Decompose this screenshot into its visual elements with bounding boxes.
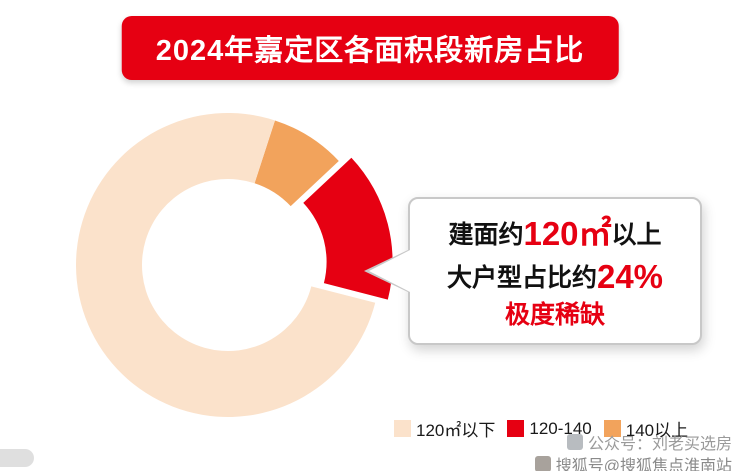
callout-line1-highlight: 120㎡ — [523, 215, 612, 252]
legend-swatch-peach-icon — [394, 420, 411, 437]
legend-item-over-140: 140以上 — [603, 416, 689, 441]
callout-line2-prefix: 大户型占比约 — [446, 263, 597, 292]
title-banner: 2024年嘉定区各面积段新房占比 — [121, 16, 619, 80]
pie-slice — [75, 113, 376, 418]
callout-line-2: 大户型占比约24% — [418, 256, 692, 299]
sohu-badge-icon — [534, 456, 551, 471]
scrollbar-fragment — [0, 449, 34, 467]
legend-item-120-140: 120-140 — [507, 418, 592, 439]
callout-line2-highlight: 24% — [596, 257, 664, 295]
callout-tail-fill — [369, 249, 412, 294]
wechat-badge-icon — [566, 434, 583, 450]
legend-item-under-120: 120㎡以下 — [394, 416, 495, 441]
watermark-sohu-text: 搜狐号@搜狐焦点淮南站 — [555, 458, 732, 471]
callout-box: 建面约120㎡以上 大户型占比约24% 极度稀缺 — [364, 197, 702, 346]
chart-legend: 120㎡以下 120-140 140以上 — [394, 416, 688, 441]
page-title: 2024年嘉定区各面积段新房占比 — [155, 35, 585, 67]
watermark-wechat-text: 公众号：刘老买选房 — [587, 436, 732, 453]
legend-label: 120-140 — [529, 418, 592, 438]
watermark-sohu: 搜狐号@搜狐焦点淮南站 — [534, 452, 732, 471]
callout-line1-prefix: 建面约 — [448, 221, 524, 249]
donut-chart — [75, 113, 393, 418]
legend-swatch-red-icon — [507, 420, 525, 437]
legend-label: 120㎡以下 — [416, 421, 496, 440]
legend-label: 140以上 — [625, 421, 689, 440]
callout-line1-suffix: 以上 — [611, 221, 662, 249]
legend-swatch-orange-icon — [603, 420, 621, 437]
pie-slice — [254, 120, 339, 207]
callout-line-1: 建面约120㎡以上 — [418, 213, 692, 256]
callout-line-3: 极度稀缺 — [504, 300, 605, 329]
watermark-wechat: 公众号：刘老买选房 — [566, 430, 732, 454]
